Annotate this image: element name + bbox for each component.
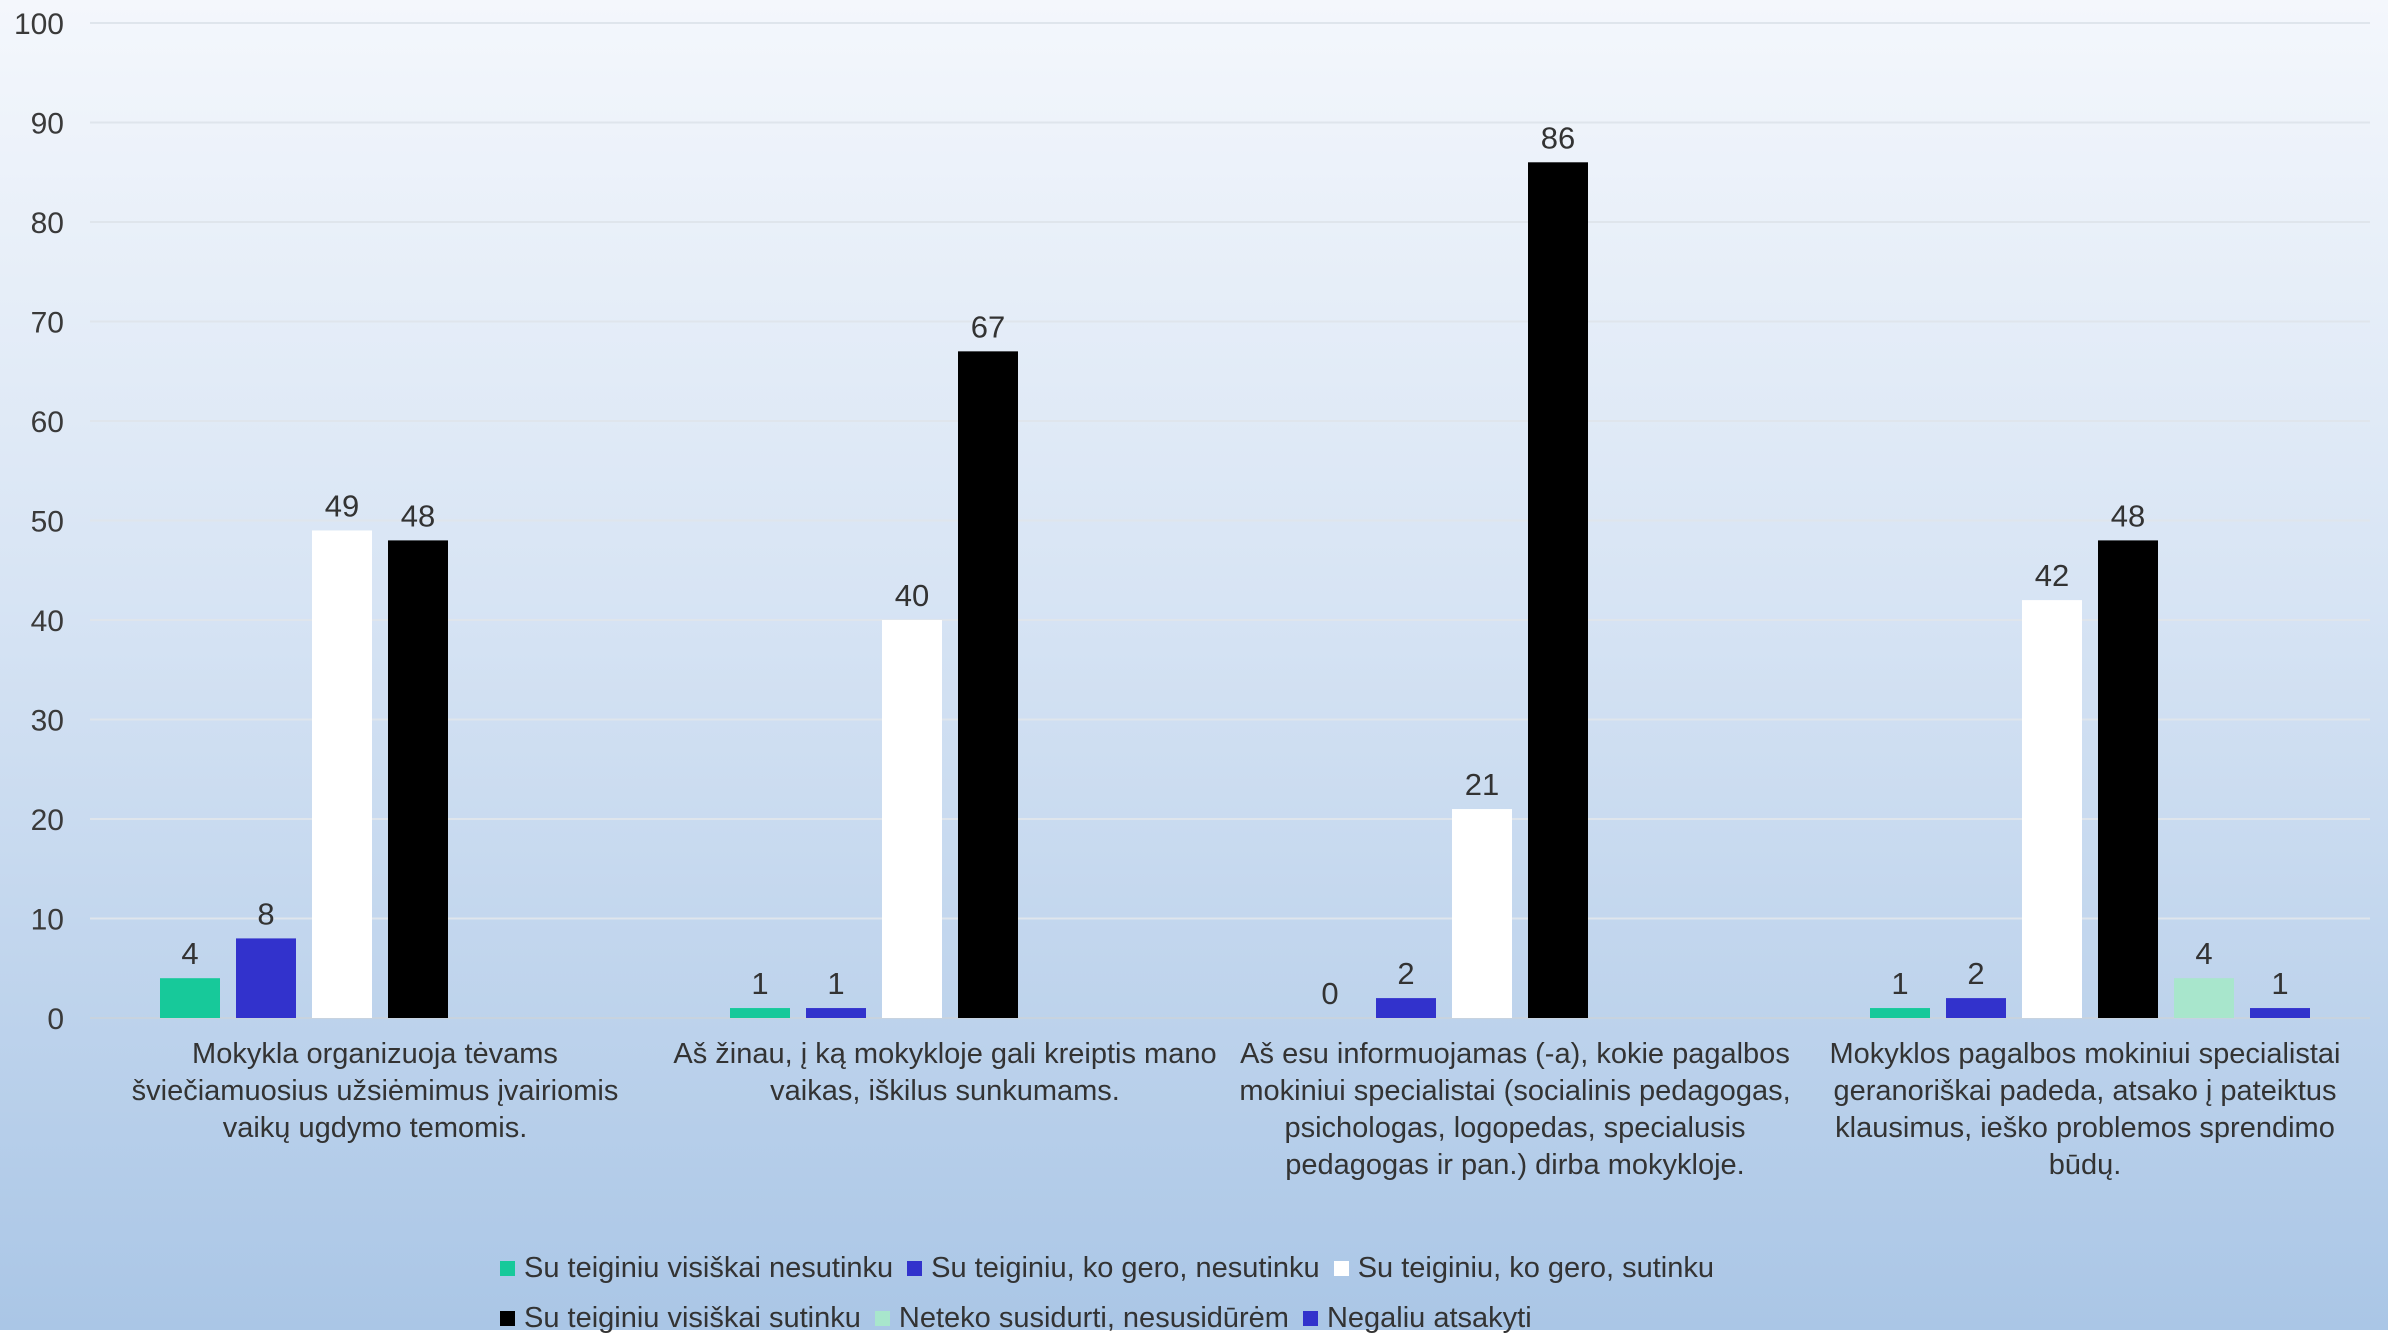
y-tick-label: 80 [31,207,64,240]
bar [1870,1008,1930,1018]
legend-item: Su teiginiu visiškai nesutinku [500,1252,893,1285]
bar [160,978,220,1018]
data-label: 1 [1891,966,1908,1001]
data-label: 4 [2195,936,2212,971]
bar [1946,998,2006,1018]
legend-item: Su teiginiu, ko gero, nesutinku [907,1252,1320,1285]
bar [2098,540,2158,1018]
y-tick-label: 70 [31,307,64,340]
data-label: 1 [827,966,844,1001]
x-tick-label: Aš žinau, į ką mokykloje gali kreiptis m… [673,1038,1217,1107]
legend-label: Su teiginiu, ko gero, sutinku [1357,1251,1714,1284]
legend-item: Negaliu atsakyti [1302,1301,1532,1335]
data-label: 48 [401,498,435,533]
bar [2022,600,2082,1018]
legend-label: Su teiginiu visiškai nesutinku [524,1251,894,1284]
data-label: 42 [2035,558,2069,593]
data-label: 40 [895,578,929,613]
legend-swatch-icon [907,1260,923,1276]
legend-label: Negaliu atsakyti [1326,1301,1532,1334]
legend-row: Su teiginiu visiškai nesutinku Su teigin… [500,1243,1900,1293]
bar [236,938,296,1018]
legend-swatch-icon [500,1310,515,1326]
data-label: 86 [1541,120,1575,155]
data-label: 49 [325,488,359,523]
data-label: 67 [971,309,1005,344]
data-label: 8 [257,896,274,931]
bar [806,1008,866,1018]
bar [2174,978,2234,1018]
bar [388,540,448,1018]
legend-swatch-icon [500,1260,515,1276]
legend-label: Su teiginiu visiškai sutinku [524,1301,861,1334]
legend-item: Su teiginiu visiškai sutinku [500,1302,861,1335]
y-tick-label: 10 [31,904,64,937]
legend-label: Su teiginiu, ko gero, nesutinku [931,1251,1320,1284]
data-label: 21 [1465,767,1499,802]
bar [882,620,942,1018]
legend-swatch-icon [1333,1260,1349,1276]
data-label: 1 [2271,966,2288,1001]
y-tick-label: 50 [31,506,64,539]
y-tick-label: 40 [31,605,64,638]
legend-swatch-icon [874,1310,890,1326]
y-tick-label: 30 [31,705,64,738]
legend-label: Neteko susidurti, nesusidūrėm [898,1301,1289,1334]
data-label: 48 [2111,498,2145,533]
bar [1528,162,1588,1019]
x-tick-label: Mokyklos pagalbos mokiniui specialistai … [1829,1038,2341,1181]
legend-item: Neteko susidurti, nesusidūrėm [874,1301,1289,1335]
data-label: 4 [181,936,198,971]
bar [1452,809,1512,1018]
legend-swatch-icon [1302,1310,1318,1326]
x-tick-label: Mokykla organizuoja tėvams šviečiamuosiu… [131,1038,619,1144]
bar [1376,998,1436,1018]
y-tick-label: 0 [47,1003,64,1036]
bar [2250,1008,2310,1018]
x-tick-label: Aš esu informuojamas (-a), kokie pagalbo… [1239,1038,1791,1181]
legend-row: Su teiginiu visiškai sutinku Neteko susi… [500,1293,1900,1343]
y-tick-label: 60 [31,406,64,439]
data-label: 1 [751,966,768,1001]
bar [312,530,372,1018]
data-label: 0 [1321,976,1338,1011]
data-label: 2 [1967,956,1984,991]
legend: Su teiginiu visiškai nesutinku Su teigin… [500,1243,1900,1343]
bar [730,1008,790,1018]
bar [958,351,1018,1019]
y-tick-label: 100 [14,8,64,41]
y-tick-label: 90 [31,108,64,141]
data-label: 2 [1397,956,1414,991]
legend-item: Su teiginiu, ko gero, sutinku [1333,1251,1714,1285]
y-tick-label: 20 [31,804,64,837]
